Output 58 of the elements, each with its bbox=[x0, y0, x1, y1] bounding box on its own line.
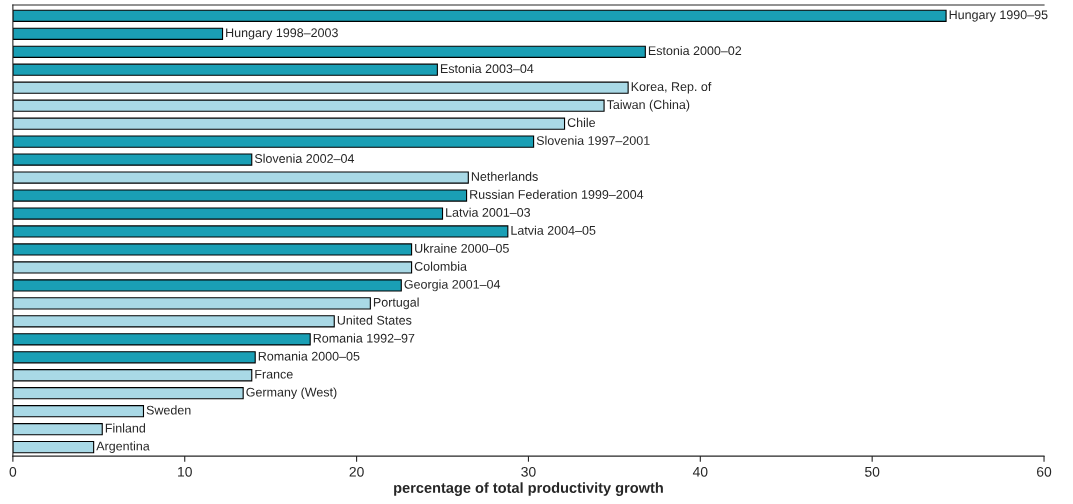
bar bbox=[12, 351, 256, 364]
y-tick-label: Slovenia 2002–04 bbox=[254, 153, 355, 163]
y-tick-label: Estonia 2003–04 bbox=[440, 63, 534, 74]
y-tick-label: Ukraine 2000–05 bbox=[415, 243, 509, 253]
y-tick-label: Germany (West) bbox=[246, 387, 337, 400]
x-tick-label: 60 bbox=[1037, 466, 1052, 477]
bar bbox=[12, 369, 253, 382]
bar bbox=[12, 207, 444, 220]
y-tick-label: Argentina bbox=[96, 441, 150, 453]
bar bbox=[12, 333, 311, 346]
x-tick-label: 40 bbox=[692, 466, 708, 477]
y-tick-label: United States bbox=[337, 315, 412, 325]
x-tick-label: 10 bbox=[178, 466, 192, 477]
bar bbox=[12, 279, 402, 292]
y-tick-label: Hungary 1998–2003 bbox=[226, 28, 338, 40]
y-tick-label: Colombia bbox=[414, 261, 467, 271]
bar bbox=[12, 243, 413, 256]
bar bbox=[12, 81, 629, 94]
bar bbox=[12, 117, 566, 130]
bar bbox=[12, 225, 509, 238]
bar bbox=[12, 135, 535, 148]
bar bbox=[12, 315, 335, 328]
bar bbox=[12, 27, 224, 40]
y-tick-label: Finland bbox=[105, 423, 146, 433]
bar bbox=[12, 45, 646, 58]
y-tick-label: Romania 2000–05 bbox=[258, 351, 360, 361]
y-tick-label: Taiwan (China) bbox=[606, 99, 690, 112]
bar bbox=[12, 99, 605, 112]
y-tick-label: Slovenia 1997–2001 bbox=[536, 135, 650, 145]
y-tick-label: Netherlands bbox=[471, 171, 538, 181]
y-tick-label: Chile bbox=[567, 117, 596, 128]
y-tick-label: Russian Federation 1999–2004 bbox=[470, 189, 644, 199]
y-tick-label: Sweden bbox=[146, 405, 191, 415]
x-tick-label: 0 bbox=[9, 466, 17, 477]
bar bbox=[12, 171, 469, 184]
y-tick-label: Portugal bbox=[373, 297, 419, 310]
bar bbox=[12, 405, 145, 418]
y-tick-label: Estonia 2000–02 bbox=[648, 45, 742, 56]
y-tick-label: Romania 1992–97 bbox=[313, 333, 415, 343]
x-tick-label: 30 bbox=[521, 466, 536, 477]
y-tick-label: France bbox=[255, 369, 293, 379]
bar bbox=[12, 153, 253, 166]
x-tick-label: 20 bbox=[349, 466, 364, 477]
bar bbox=[12, 63, 438, 76]
bar bbox=[12, 297, 371, 310]
y-tick-label: Hungary 1990–95 bbox=[949, 10, 1048, 22]
y-tick-label: Latvia 2001–03 bbox=[446, 207, 531, 217]
y-tick-label: Georgia 2001–04 bbox=[404, 279, 501, 292]
y-tick-label: Latvia 2004–05 bbox=[511, 225, 596, 235]
bar bbox=[12, 261, 413, 274]
bar bbox=[12, 441, 95, 454]
bar bbox=[12, 9, 947, 22]
bar bbox=[12, 387, 244, 400]
bar bbox=[12, 189, 468, 202]
x-tick-label: 50 bbox=[865, 466, 880, 477]
y-tick-label: Korea, Rep. of bbox=[631, 81, 712, 94]
bar bbox=[12, 423, 103, 436]
x-axis-title: percentage of total productivity growth bbox=[394, 482, 663, 496]
